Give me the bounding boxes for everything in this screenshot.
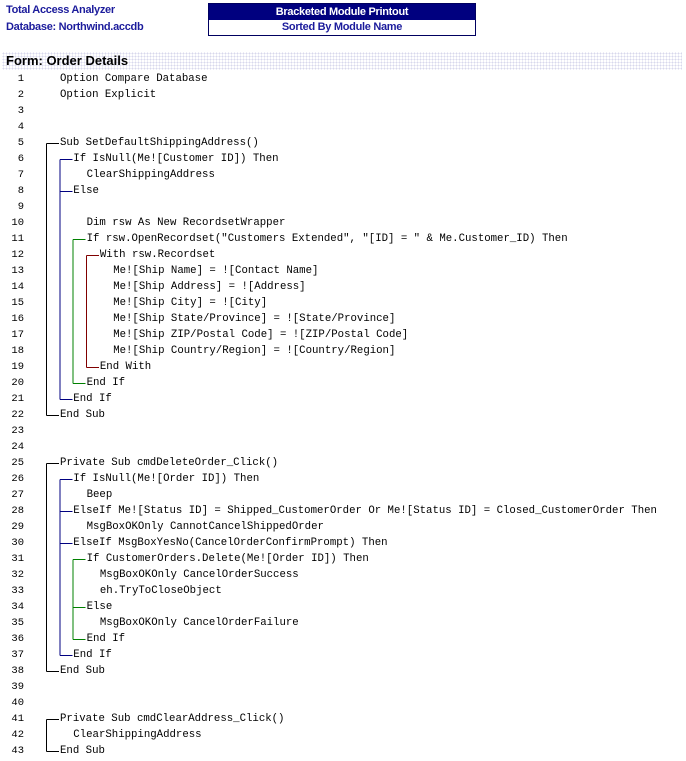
section-title: Form: Order Details: [6, 53, 129, 68]
line-number: 29: [11, 521, 24, 533]
code-line: End If: [73, 393, 112, 405]
line-number: 30: [11, 537, 24, 549]
line-number: 14: [11, 281, 24, 293]
line-number: 35: [11, 617, 24, 629]
code-line: Private Sub cmdClearAddress_Click(): [60, 713, 285, 725]
database-name: Database: Northwind.accdb: [6, 21, 144, 33]
line-number: 9: [17, 201, 24, 213]
code-line: Dim rsw As New RecordsetWrapper: [86, 217, 286, 229]
code-line: Else: [86, 601, 113, 613]
line-number: 17: [11, 329, 24, 341]
code-line: MsgBoxOKOnly CancelOrderFailure: [99, 617, 299, 629]
code-line: Beep: [86, 489, 113, 501]
code-line: If IsNull(Me![Order ID]) Then: [73, 473, 260, 485]
code-line: ClearShippingAddress: [73, 729, 202, 741]
app-name: Total Access Analyzer: [6, 4, 115, 16]
line-number: 11: [11, 233, 24, 245]
code-line: Sub SetDefaultShippingAddress(): [60, 137, 259, 149]
code-line: Me![Ship Name] = ![Contact Name]: [113, 265, 319, 277]
line-number: 24: [11, 441, 24, 453]
line-number: 13: [11, 265, 24, 277]
code-line: Me![Ship State/Province] = ![State/Provi…: [113, 313, 396, 325]
code-line: ElseIf Me![Status ID] = Shipped_Customer…: [73, 505, 657, 517]
line-number: 12: [11, 249, 24, 261]
line-number: 39: [11, 681, 24, 693]
line-number: 33: [11, 585, 24, 597]
report-subtitle: Sorted By Module Name: [281, 21, 403, 33]
line-number: 16: [11, 313, 24, 325]
line-number: 26: [11, 473, 24, 485]
code-line: Else: [73, 185, 99, 197]
line-number: 40: [11, 697, 24, 709]
code-line: MsgBoxOKOnly CancelOrderSuccess: [99, 569, 299, 581]
line-number: 41: [11, 713, 24, 725]
line-number: 5: [17, 137, 24, 149]
code-line: End Sub: [60, 745, 105, 757]
line-number: 10: [11, 217, 24, 229]
line-number: 1: [17, 73, 24, 85]
code-line: MsgBoxOKOnly CannotCancelShippedOrder: [86, 521, 324, 533]
line-number: 37: [11, 649, 24, 661]
code-line: Private Sub cmdDeleteOrder_Click(): [60, 457, 279, 469]
line-number: 34: [11, 601, 24, 613]
code-line: End If: [86, 633, 126, 645]
code-line: Me![Ship Address] = ![Address]: [113, 281, 306, 293]
section-band: [2, 52, 682, 70]
report-title-box: Bracketed Module Printout Sorted By Modu…: [208, 3, 476, 36]
code-line: If IsNull(Me![Customer ID]) Then: [73, 153, 279, 165]
line-number: 43: [11, 745, 24, 757]
line-number: 38: [11, 665, 24, 677]
line-number: 32: [11, 569, 24, 581]
report-title: Bracketed Module Printout: [209, 4, 475, 20]
line-number: 20: [11, 377, 24, 389]
code-line: If CustomerOrders.Delete(Me![Order ID]) …: [86, 553, 369, 565]
code-line: Me![Ship ZIP/Postal Code] = ![ZIP/Postal…: [113, 329, 409, 341]
code-line: Option Explicit: [60, 89, 157, 101]
code-line: End Sub: [60, 409, 105, 421]
line-number: 3: [17, 105, 24, 117]
line-number: 36: [11, 633, 24, 645]
line-number: 27: [11, 489, 24, 501]
code-line: eh.TryToCloseObject: [99, 585, 222, 597]
line-number: 6: [17, 153, 24, 165]
code-line: ElseIf MsgBoxYesNo(CancelOrderConfirmPro…: [73, 537, 388, 549]
line-number: 15: [11, 297, 24, 309]
code-line: Me![Ship City] = ![City]: [113, 297, 268, 309]
line-number: 18: [11, 345, 24, 357]
line-number: 21: [11, 393, 24, 405]
code-line: Option Compare Database: [60, 73, 208, 85]
code-line: End Sub: [60, 665, 105, 677]
line-number: 8: [17, 185, 24, 197]
line-number: 2: [17, 89, 24, 101]
line-number: 4: [17, 121, 24, 133]
line-number: 7: [17, 169, 24, 181]
line-number: 22: [11, 409, 24, 421]
code-line: End With: [99, 361, 152, 373]
code-line: With rsw.Recordset: [99, 249, 216, 261]
code-line: End If: [73, 649, 112, 661]
code-line: ClearShippingAddress: [86, 169, 215, 181]
line-number: 25: [11, 457, 24, 469]
line-number: 42: [11, 729, 24, 741]
line-number: 19: [11, 361, 24, 373]
line-number: 23: [11, 425, 24, 437]
line-number: 28: [11, 505, 24, 517]
code-line: Me![Ship Country/Region] = ![Country/Reg…: [113, 345, 396, 357]
line-number: 31: [11, 553, 24, 565]
code-line: If rsw.OpenRecordset("Customers Extended…: [86, 233, 568, 245]
code-line: End If: [86, 377, 126, 389]
